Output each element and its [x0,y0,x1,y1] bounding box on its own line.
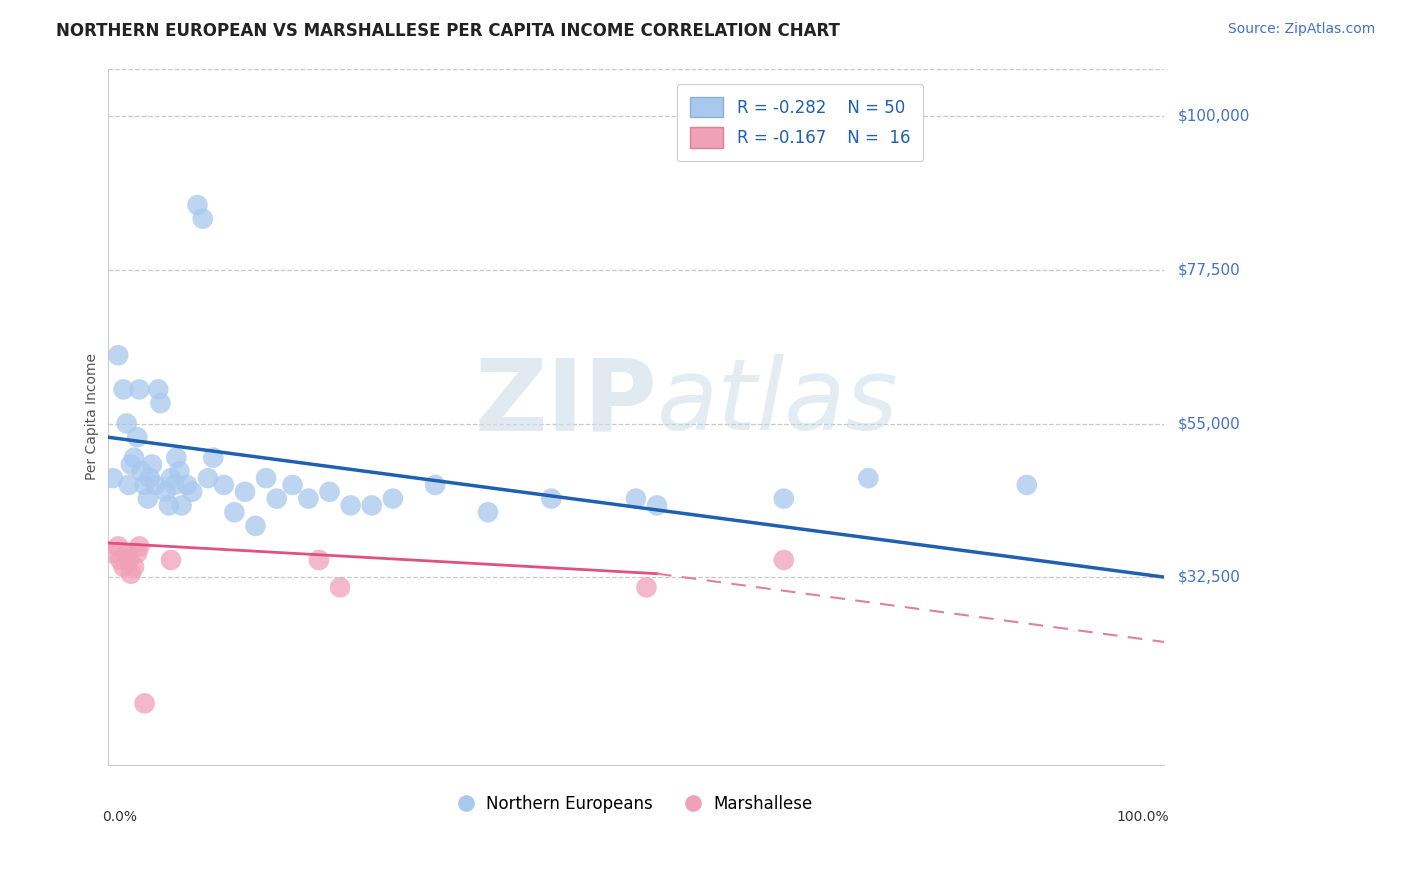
Point [636,580,658,594]
Point [540,491,562,506]
Point [122,450,145,465]
Point [645,499,668,513]
Point [127,546,149,560]
Point [197,471,219,485]
Point [176,478,198,492]
Point [101,546,124,560]
Point [157,499,180,513]
Text: $55,000: $55,000 [1178,416,1240,431]
Point [107,348,129,362]
Text: 0.0%: 0.0% [103,810,138,824]
Text: Source: ZipAtlas.com: Source: ZipAtlas.com [1227,22,1375,37]
Point [477,505,499,519]
Point [772,553,794,567]
Text: $100,000: $100,000 [1178,109,1250,124]
Point [423,478,446,492]
Legend: Northern Europeans, Marshallese: Northern Europeans, Marshallese [453,788,818,819]
Point [186,198,208,212]
Point [308,553,330,567]
Text: NORTHERN EUROPEAN VS MARSHALLESE PER CAPITA INCOME CORRELATION CHART: NORTHERN EUROPEAN VS MARSHALLESE PER CAP… [56,22,841,40]
Point [148,383,170,397]
Point [155,484,177,499]
Text: atlas: atlas [657,354,898,451]
Point [169,464,191,478]
Point [120,458,142,472]
Y-axis label: Per Capita Income: Per Capita Income [86,353,100,480]
Point [233,484,256,499]
Point [624,491,647,506]
Point [112,559,135,574]
Point [101,471,124,485]
Point [1015,478,1038,492]
Point [160,471,183,485]
Point [134,478,156,492]
Text: 100.0%: 100.0% [1116,810,1170,824]
Point [163,478,186,492]
Point [245,519,267,533]
Point [339,499,361,513]
Point [141,458,163,472]
Text: ZIP: ZIP [474,354,657,451]
Point [381,491,404,506]
Point [318,484,340,499]
Point [128,383,150,397]
Point [212,478,235,492]
Point [181,484,204,499]
Point [115,417,138,431]
Text: $32,500: $32,500 [1178,570,1241,584]
Point [149,396,172,410]
Point [128,540,150,554]
Point [224,505,246,519]
Point [107,540,129,554]
Point [127,430,149,444]
Point [118,478,141,492]
Point [131,464,153,478]
Point [772,491,794,506]
Point [122,559,145,574]
Point [202,450,225,465]
Point [254,471,277,485]
Point [134,697,156,711]
Point [110,553,132,567]
Point [297,491,319,506]
Point [115,546,138,560]
Point [160,553,183,567]
Point [118,553,141,567]
Point [112,383,135,397]
Point [139,471,162,485]
Point [120,566,142,581]
Point [329,580,352,594]
Point [281,478,304,492]
Point [858,471,880,485]
Point [360,499,382,513]
Point [191,211,214,226]
Text: $77,500: $77,500 [1178,262,1240,277]
Point [143,478,166,492]
Point [136,491,159,506]
Point [170,499,193,513]
Point [165,450,187,465]
Point [266,491,288,506]
